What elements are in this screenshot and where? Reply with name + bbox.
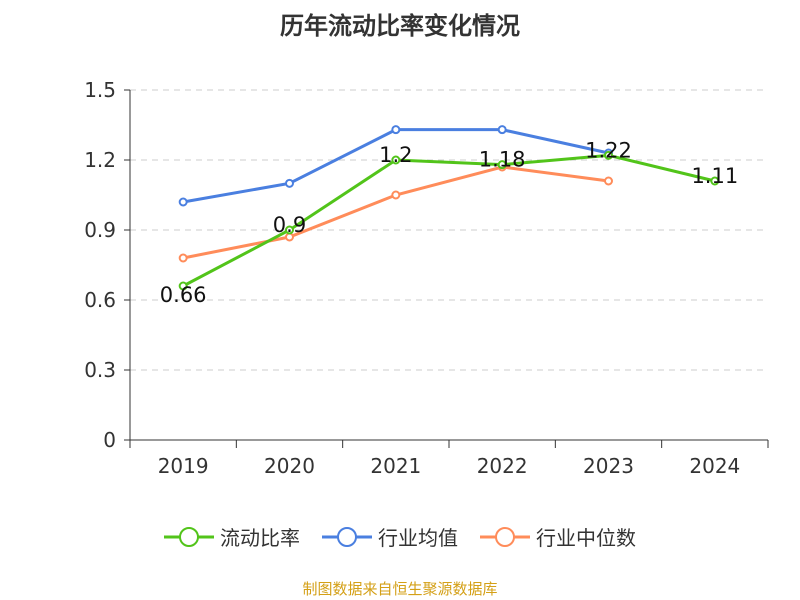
legend-item-industry-median[interactable]: 行业中位数 xyxy=(480,522,636,551)
legend-label: 行业均值 xyxy=(378,526,458,550)
data-point xyxy=(710,176,720,186)
data-label: 0.66 xyxy=(160,283,207,307)
data-label: 1.18 xyxy=(479,148,526,172)
y-tick-label: 1.2 xyxy=(84,148,116,172)
data-label: 0.9 xyxy=(273,213,306,237)
data-point xyxy=(497,125,507,135)
y-tick-label: 0.3 xyxy=(84,358,116,382)
data-point xyxy=(178,281,188,291)
data-point xyxy=(178,253,188,263)
x-tick-label: 2020 xyxy=(264,454,315,478)
y-tick-label: 0.6 xyxy=(84,288,116,312)
series-line-2 xyxy=(182,165,609,260)
y-tick-label: 0.9 xyxy=(84,218,116,242)
series-line-0 xyxy=(182,153,716,288)
data-point xyxy=(178,197,188,207)
data-point xyxy=(497,160,507,170)
data-point xyxy=(604,176,613,186)
legend-item-current-ratio[interactable]: 流动比率 xyxy=(164,522,300,551)
data-label: 1.2 xyxy=(379,143,412,167)
data-point xyxy=(391,125,401,135)
x-tick-label: 2022 xyxy=(477,454,528,478)
x-tick-label: 2024 xyxy=(689,454,740,478)
y-tick-label: 1.5 xyxy=(84,78,116,102)
legend-label: 流动比率 xyxy=(220,526,300,550)
y-tick-label: 0 xyxy=(103,428,116,452)
data-label: 1.22 xyxy=(585,138,632,162)
data-point xyxy=(285,178,294,188)
data-point xyxy=(285,225,294,235)
x-tick-label: 2019 xyxy=(158,454,209,478)
data-point xyxy=(391,155,401,165)
x-tick-label: 2021 xyxy=(370,454,421,478)
data-point xyxy=(604,150,613,160)
source-note: 制图数据来自恒生聚源数据库 xyxy=(302,580,498,598)
legend-item-industry-mean[interactable]: 行业均值 xyxy=(322,522,458,551)
data-label: 1.11 xyxy=(691,164,738,188)
data-point xyxy=(391,190,401,200)
x-tick-label: 2023 xyxy=(583,454,634,478)
legend-label: 行业中位数 xyxy=(536,526,636,550)
chart-title: 历年流动比率变化情况 xyxy=(280,12,520,40)
legend: 流动比率 行业均值 行业中位数 xyxy=(0,522,800,551)
